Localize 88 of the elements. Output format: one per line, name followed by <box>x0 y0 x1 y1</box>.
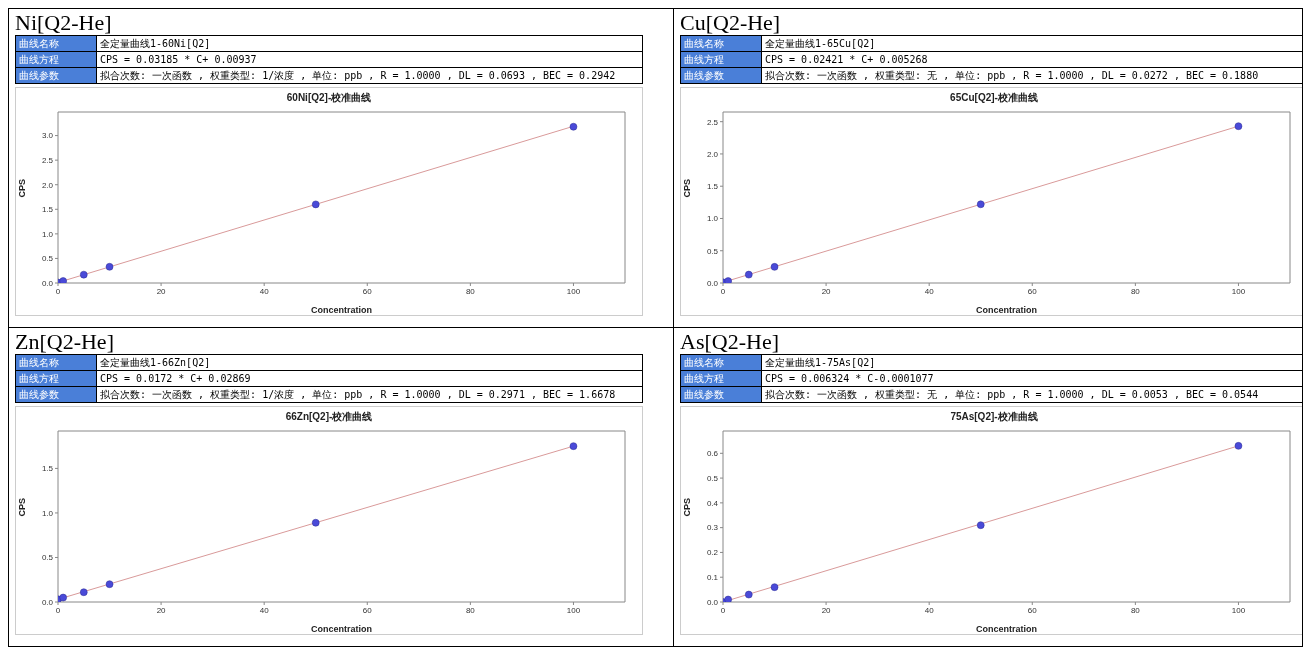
text: 曲线名称 <box>680 35 762 52</box>
x-tick-label: 20 <box>156 286 167 296</box>
text: 曲线名称 <box>15 35 97 52</box>
text: 拟合次数: 一次函数 , 权重类型: 无 , 单位: ppb , R = 1.0000 , DL = 0.0053 , BEC = 0.0544 <box>764 387 1260 402</box>
y-tick-label: 2.5 <box>41 156 54 165</box>
text: 曲线方程 <box>680 370 762 387</box>
x-tick-label: 20 <box>821 605 832 615</box>
chart-title: 65Cu[Q2]-校准曲线 <box>949 91 1039 105</box>
y-axis-title: CPS <box>17 497 28 517</box>
y-tick-label: 2.5 <box>706 117 719 127</box>
text: Ni[Q2-He] <box>15 10 113 35</box>
y-tick-label: 1.0 <box>41 229 54 239</box>
x-axis-title: Concentration <box>310 305 373 315</box>
x-tick-label: 60 <box>362 286 373 296</box>
y-tick-label: 1.0 <box>706 214 719 224</box>
text: 全定量曲线1-66Zn[Q2] <box>96 354 643 371</box>
y-tick-label: 1.5 <box>706 182 719 192</box>
x-axis-title: Concentration <box>975 305 1038 315</box>
x-tick-label: 20 <box>821 286 832 296</box>
y-tick-label: 0.0 <box>41 597 54 607</box>
x-tick-label: 100 <box>566 605 581 615</box>
text: 拟合次数: 一次函数 , 权重类型: 1/浓度 , 单位: ppb , R = 1.0000 , DL = 0.2971 , BEC = 1.6678 <box>96 386 643 403</box>
x-tick-label: 0 <box>55 605 61 615</box>
text: 全定量曲线1-75As[Q2] <box>764 355 877 370</box>
y-tick-label: 0.0 <box>41 278 54 288</box>
text: 曲线方程 <box>15 370 97 387</box>
y-tick-label: 1.5 <box>41 205 54 215</box>
x-tick-label: 0 <box>720 605 726 615</box>
y-tick-label: 2.0 <box>706 149 719 159</box>
y-tick-label: 0.6 <box>706 449 719 459</box>
text: 拟合次数: 一次函数 , 权重类型: 1/浓度 , 单位: ppb , R = 1.0000 , DL = 0.0693 , BEC = 0.2942 <box>96 67 643 84</box>
x-axis-title: Concentration <box>310 624 373 634</box>
x-tick-label: 80 <box>1130 286 1141 296</box>
text: 曲线方程 <box>680 51 762 68</box>
x-tick-label: 40 <box>924 605 935 615</box>
x-tick-label: 40 <box>259 286 270 296</box>
text: 全定量曲线1-60Ni[Q2] <box>96 35 643 52</box>
y-tick-label: 1.0 <box>41 508 54 518</box>
x-tick-label: 20 <box>156 605 167 615</box>
y-tick-label: 1.5 <box>41 464 54 474</box>
x-tick-label: 40 <box>259 605 270 615</box>
chart-title: 60Ni[Q2]-校准曲线 <box>285 91 373 105</box>
chart-title: 66Zn[Q2]-校准曲线 <box>284 410 374 424</box>
text: CPS = 0.006324 * C-0.0001077 <box>764 372 935 386</box>
text: 全定量曲线1-65Cu[Q2] <box>764 36 877 51</box>
x-axis-title: Concentration <box>975 624 1038 634</box>
x-tick-label: 100 <box>566 286 581 296</box>
x-tick-label: 80 <box>1130 605 1141 615</box>
y-tick-label: 0.5 <box>706 473 719 483</box>
x-tick-label: 40 <box>924 286 935 296</box>
text: 曲线名称 <box>15 354 97 371</box>
text: 曲线参数 <box>15 67 97 84</box>
text: Cu[Q2-He] <box>680 10 782 35</box>
y-tick-label: 0.5 <box>41 254 54 264</box>
text: 曲线参数 <box>15 386 97 403</box>
text: 曲线参数 <box>680 67 762 84</box>
text: CPS = 0.0172 * C+ 0.02869 <box>96 370 643 387</box>
x-tick-label: 0 <box>55 286 61 296</box>
x-tick-label: 60 <box>1027 605 1038 615</box>
y-tick-label: 0.0 <box>706 597 719 607</box>
text: 曲线名称 <box>680 354 762 371</box>
text: 曲线参数 <box>680 386 762 403</box>
y-axis-title: CPS <box>682 178 693 198</box>
y-tick-label: 0.3 <box>706 523 719 533</box>
y-axis-title: CPS <box>682 497 693 517</box>
y-axis-title: CPS <box>17 178 28 198</box>
text: 拟合次数: 一次函数 , 权重类型: 无 , 单位: ppb , R = 1.0000 , DL = 0.0272 , BEC = 0.1880 <box>764 68 1260 83</box>
x-tick-label: 100 <box>1231 286 1246 296</box>
text: 曲线方程 <box>15 51 97 68</box>
text: Zn[Q2-He] <box>15 329 115 354</box>
y-tick-label: 0.4 <box>706 498 719 508</box>
x-tick-label: 0 <box>720 286 726 296</box>
y-tick-label: 0.5 <box>41 553 54 563</box>
x-tick-label: 60 <box>362 605 373 615</box>
y-tick-label: 0.0 <box>706 278 719 288</box>
y-tick-label: 3.0 <box>41 131 54 141</box>
y-tick-label: 0.2 <box>706 548 719 558</box>
y-tick-label: 2.0 <box>41 180 54 190</box>
text: As[Q2-He] <box>680 329 780 354</box>
text: CPS = 0.02421 * C+ 0.005268 <box>764 53 929 67</box>
x-tick-label: 80 <box>465 286 476 296</box>
chart-title: 75As[Q2]-校准曲线 <box>949 410 1039 424</box>
x-tick-label: 80 <box>465 605 476 615</box>
y-tick-label: 0.5 <box>706 246 719 256</box>
y-tick-label: 0.1 <box>706 573 719 583</box>
x-tick-label: 60 <box>1027 286 1038 296</box>
text: CPS = 0.03185 * C+ 0.00937 <box>96 51 643 68</box>
x-tick-label: 100 <box>1231 605 1246 615</box>
